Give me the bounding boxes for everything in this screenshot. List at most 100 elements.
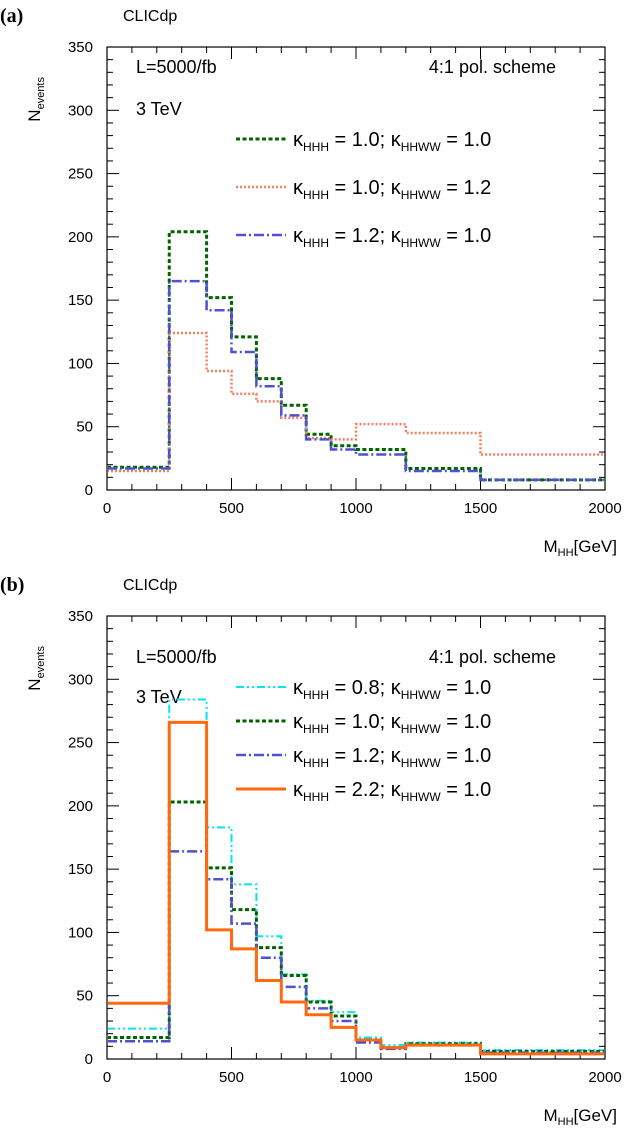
legend-sub: HHWW	[401, 722, 442, 736]
legend-label-0: κHHH = 0.8; κHHWW = 1.0	[293, 677, 491, 702]
legend-label-3: κHHH = 2.2; κHHWW = 1.0	[293, 779, 491, 804]
x-axis-title: MHH[GeV]	[543, 1106, 617, 1128]
x-axis-title: MHH[GeV]	[543, 537, 617, 559]
y-tick-label: 100	[68, 355, 93, 372]
legend-sub: HHWW	[401, 688, 442, 702]
x-axis-title-sub: HH	[558, 547, 574, 559]
x-axis-title-unit: [GeV]	[574, 537, 617, 556]
y-tick-label: 200	[68, 798, 93, 815]
collaboration-label: CLICdp	[123, 577, 177, 594]
luminosity-label: L=5000/fb	[136, 57, 217, 77]
energy-label: 3 TeV	[136, 99, 182, 119]
x-axis-title-main: M	[543, 537, 557, 556]
legend-mid: = 1.0;	[329, 711, 391, 733]
y-tick-label: 150	[68, 292, 93, 309]
legend-kappa: κ	[293, 711, 304, 733]
y-axis-title: Nevents	[25, 77, 47, 122]
legend-label-2: κHHH = 1.2; κHHWW = 1.0	[293, 745, 491, 770]
legend-kappa: κ	[293, 745, 304, 767]
legend-sub: HHH	[303, 688, 329, 702]
legend-sub: HHH	[303, 140, 329, 154]
y-axis-title-main: N	[25, 678, 44, 690]
legend-sub: HHH	[303, 188, 329, 202]
collaboration-label: CLICdp	[123, 8, 177, 25]
legend-sub: HHH	[303, 790, 329, 804]
legend-sub: HHWW	[401, 236, 442, 250]
legend-kappa: κ	[293, 677, 304, 699]
legend-end: = 1.2	[441, 177, 492, 199]
legend-sub: HHWW	[401, 188, 442, 202]
legend-label-1: κHHH = 1.0; κHHWW = 1.2	[293, 177, 491, 202]
y-tick-label: 50	[76, 988, 93, 1005]
y-axis-title-sub: events	[35, 77, 47, 110]
x-axis-title-sub: HH	[558, 1116, 574, 1128]
series-line-1	[108, 331, 604, 473]
legend-end: = 1.0	[441, 677, 492, 699]
panel-tag: (b)	[0, 574, 24, 596]
x-tick-label: 1500	[464, 1069, 497, 1086]
legend-kappa: κ	[293, 177, 304, 199]
y-tick-label: 0	[85, 1051, 93, 1068]
legend-kappa: κ	[391, 779, 402, 801]
legend-mid: = 1.0;	[329, 177, 391, 199]
legend-mid: = 1.2;	[329, 745, 391, 767]
legend-sub: HHWW	[401, 790, 442, 804]
legend-label-0: κHHH = 1.0; κHHWW = 1.0	[293, 129, 491, 154]
series-line-3	[108, 720, 604, 1056]
series-line-0	[108, 230, 604, 482]
y-tick-label: 50	[76, 419, 93, 436]
y-axis-title: Nevents	[25, 646, 47, 691]
x-tick-label: 1000	[339, 500, 372, 517]
legend-label-1: κHHH = 1.0; κHHWW = 1.0	[293, 711, 491, 736]
panel-tag: (a)	[0, 5, 23, 27]
x-tick-label: 1000	[339, 1069, 372, 1086]
legend-mid: = 2.2;	[329, 779, 391, 801]
series-line-2	[108, 279, 604, 482]
legend-kappa: κ	[391, 225, 402, 247]
legend-label-2: κHHH = 1.2; κHHWW = 1.0	[293, 225, 491, 250]
legend-mid: = 1.0;	[329, 129, 391, 151]
x-tick-label: 500	[219, 500, 244, 517]
legend-mid: = 0.8;	[329, 677, 391, 699]
y-axis-title-main: N	[25, 109, 44, 121]
x-axis-title-unit: [GeV]	[574, 1106, 617, 1125]
y-tick-label: 0	[85, 482, 93, 499]
legend-kappa: κ	[293, 779, 304, 801]
y-axis-title-sub: events	[35, 646, 47, 679]
legend-sub: HHWW	[401, 756, 442, 770]
legend-sub: HHWW	[401, 140, 442, 154]
y-tick-label: 200	[68, 229, 93, 246]
legend-kappa: κ	[391, 177, 402, 199]
chart-panel-b: (b) CLICdp 0 500 1000 1500 2000 0 50 100 150 200 250…	[0, 574, 622, 1128]
y-tick-label: 350	[68, 39, 93, 56]
energy-label: 3 TeV	[136, 687, 182, 707]
x-tick-label: 2000	[588, 1069, 621, 1086]
legend-mid: = 1.2;	[329, 225, 391, 247]
legend-end: = 1.0	[441, 745, 492, 767]
y-tick-label: 300	[68, 102, 93, 119]
pol-scheme-label: 4:1 pol. scheme	[429, 57, 556, 77]
legend-end: = 1.0	[441, 129, 492, 151]
x-tick-label: 2000	[588, 500, 621, 517]
legend-kappa: κ	[391, 129, 402, 151]
x-axis-title-main: M	[543, 1106, 557, 1125]
y-tick-label: 250	[68, 166, 93, 183]
series-line-1	[108, 800, 604, 1053]
y-tick-label: 300	[68, 671, 93, 688]
chart-panel-a: (a) CLICdp 0 500 1000 1500 2000 0 50 100 150 200 250…	[0, 5, 622, 559]
y-tick-label: 150	[68, 861, 93, 878]
legend-end: = 1.0	[441, 779, 492, 801]
y-tick-label: 350	[68, 608, 93, 625]
x-tick-label: 500	[219, 1069, 244, 1086]
legend-kappa: κ	[391, 677, 402, 699]
legend-sub: HHH	[303, 722, 329, 736]
legend-kappa: κ	[293, 129, 304, 151]
pol-scheme-label: 4:1 pol. scheme	[429, 647, 556, 667]
x-tick-label: 0	[103, 1069, 111, 1086]
legend-kappa: κ	[391, 711, 402, 733]
legend-kappa: κ	[391, 745, 402, 767]
legend-end: = 1.0	[441, 225, 492, 247]
x-tick-label: 0	[103, 500, 111, 517]
x-tick-label: 1500	[464, 500, 497, 517]
legend-end: = 1.0	[441, 711, 492, 733]
